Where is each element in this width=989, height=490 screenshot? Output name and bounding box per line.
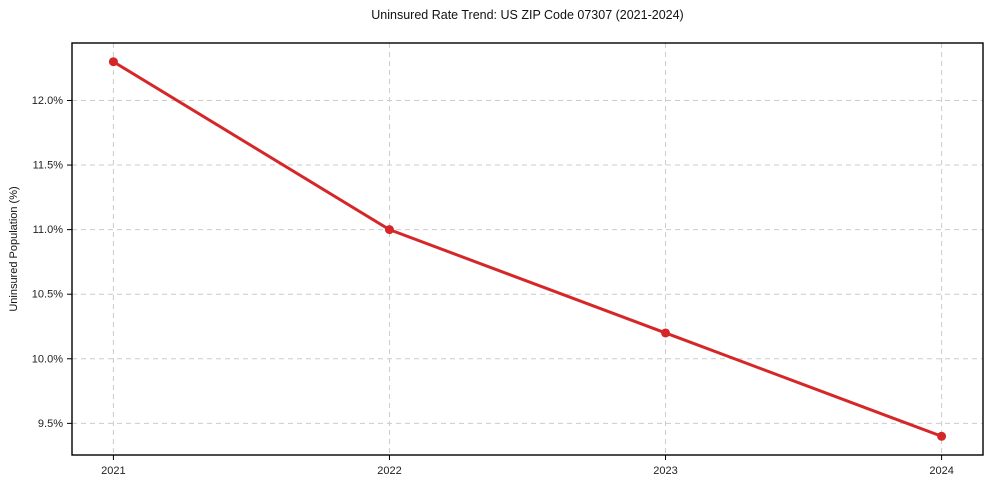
x-tick-label: 2023 [653, 465, 677, 477]
chart-title: Uninsured Rate Trend: US ZIP Code 07307 … [371, 8, 684, 22]
y-tick-label: 10.0% [32, 353, 63, 365]
x-tick-label: 2022 [377, 465, 401, 477]
y-axis-label: Uninsured Population (%) [8, 186, 20, 312]
data-point-marker [384, 225, 394, 235]
y-tick-label: 9.5% [38, 418, 63, 430]
x-tick-label: 2024 [929, 465, 953, 477]
data-point-marker [661, 328, 671, 338]
data-point-marker [108, 57, 118, 67]
x-tick-label: 2021 [101, 465, 125, 477]
y-tick-label: 11.0% [33, 224, 64, 236]
data-point-marker [937, 431, 947, 441]
trend-line [111, 60, 944, 438]
y-tick-label: 12.0% [32, 95, 63, 107]
y-tick-label: 11.5% [33, 160, 64, 172]
plot-border [71, 42, 984, 456]
y-tick-label: 10.5% [32, 289, 63, 301]
